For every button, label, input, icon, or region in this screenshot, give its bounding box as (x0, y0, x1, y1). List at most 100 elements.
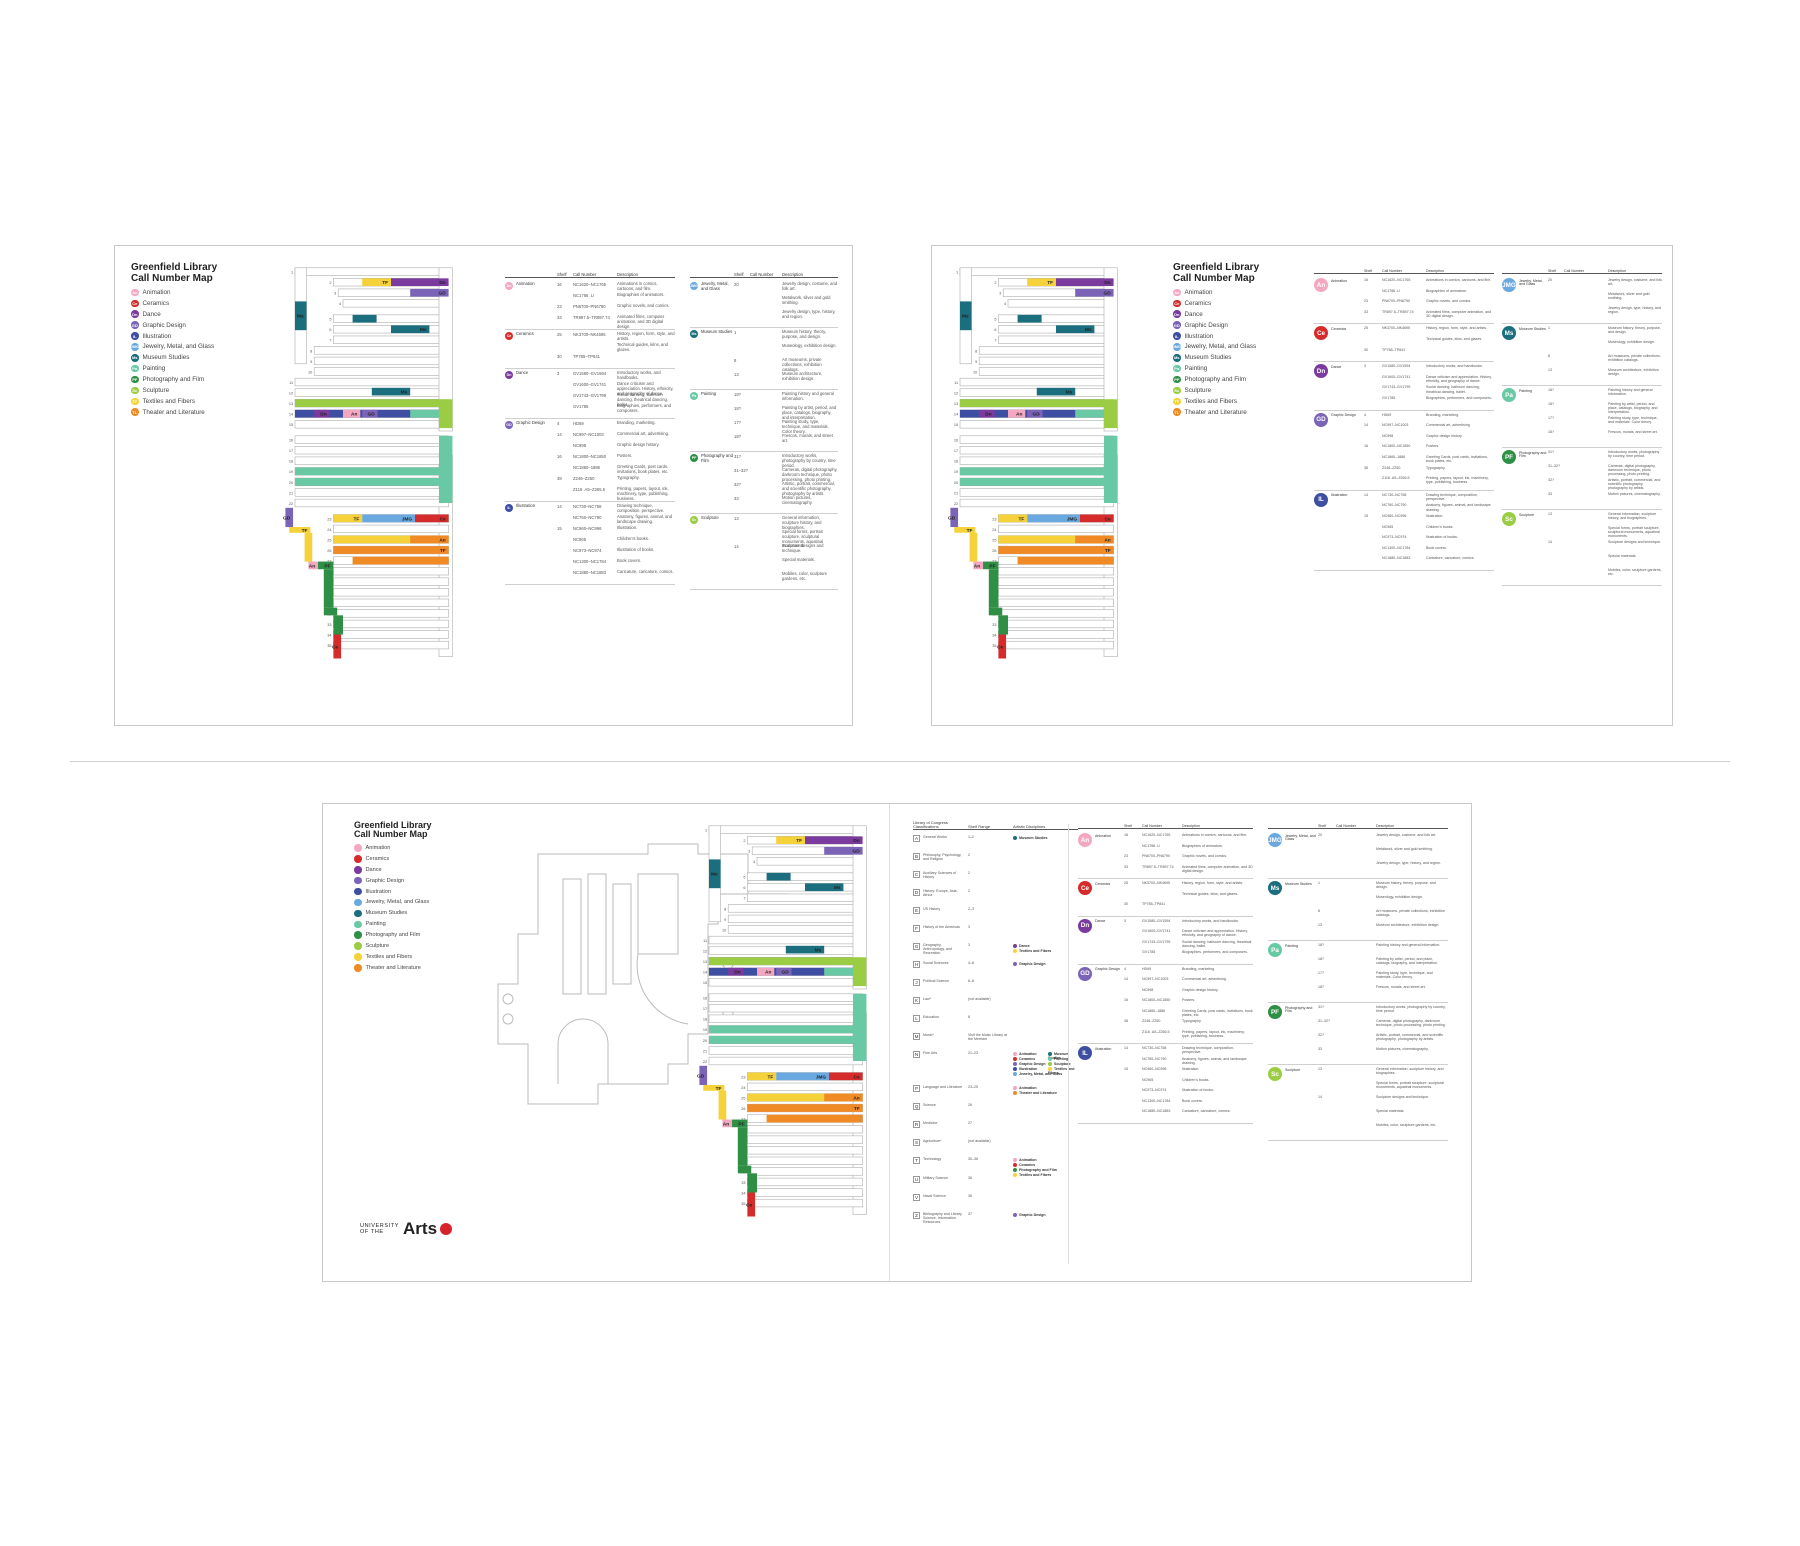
row-shelf: 16 (557, 282, 562, 287)
shelf-number: 33 (327, 623, 331, 627)
legend-label: Photography and Film (1184, 376, 1247, 384)
row-call-number: GV1580–GV1594 (573, 371, 607, 376)
row-call-number: NC1300–NC1784 (1142, 1098, 1171, 1103)
shelf-segment-gd (1075, 288, 1114, 297)
shelf-segment-ms (1055, 325, 1095, 334)
tag-label: Textiles and Fibers (1019, 949, 1052, 953)
row-description: Illustration of books. (617, 547, 655, 552)
header-call-number: Call Number (1382, 269, 1402, 273)
legend-label: Theater and Literature (1184, 408, 1247, 416)
shelf-segment-gd (950, 507, 959, 527)
shelf (959, 498, 1114, 508)
tag-dot-icon (1013, 1062, 1017, 1067)
shelf-segment-pa (438, 454, 453, 503)
shelf-number: 23 (992, 517, 996, 521)
lcc-letter: Z (913, 1212, 920, 1219)
legend-badge-icon: TF (1173, 397, 1181, 406)
shelf-label-ce: Ce (1105, 516, 1111, 522)
shelf-segment-tl (1075, 535, 1114, 544)
shelf (708, 825, 863, 834)
legend-item-il: IL Illustration (1173, 331, 1256, 342)
row-call-number: HD69 (1382, 412, 1392, 417)
shelf (747, 1082, 863, 1092)
shelf (1007, 299, 1114, 308)
row-description: Painting study, type, technique, and mat… (782, 419, 829, 434)
row-shelf: 17? (734, 420, 741, 425)
lcc-range: (not available) (968, 997, 991, 1001)
group-badge-icon: Pa (690, 392, 698, 400)
shelf-label-tl: An (1104, 537, 1110, 543)
lcc-tag: Museum Studies (1013, 836, 1048, 841)
lcc-range: 36 (968, 1176, 972, 1180)
group-name: Ceramics (516, 331, 534, 336)
header-shelf: Shelf (1124, 824, 1133, 828)
map-title: Greenfield Library Call Number Map (354, 820, 432, 840)
row-description: Commercial art, advertising. (1182, 977, 1227, 981)
shelf-number: 35 (992, 644, 996, 648)
lcc-letter: T (913, 1157, 920, 1164)
row-description: Motion pictures, cinematography. (782, 495, 813, 505)
group-name: Animation (1095, 833, 1111, 838)
row-shelf: 4 (1364, 412, 1366, 417)
shelf-label-gd: GD (1104, 291, 1112, 297)
legend-label: Photography and Film (142, 376, 205, 384)
tag-label: Theater and Literature (1019, 1091, 1057, 1095)
lcc-range: 37 (968, 1212, 972, 1216)
shelf (342, 299, 449, 308)
row-description: Frescos, murals, and street art. (1376, 985, 1426, 989)
group-badge-icon: IL (505, 504, 513, 512)
shelf (708, 935, 863, 945)
shelf-label-ms: Ms (1066, 390, 1073, 396)
shelf-segment-pa (852, 1012, 867, 1061)
shelf-segment-pf (323, 607, 338, 616)
lcc-name: Fine Arts (923, 1051, 938, 1055)
group-name: Jewelry, Metal, and Glass (1285, 833, 1316, 842)
table-header: Shelf Call Number Description (1268, 821, 1448, 829)
row-shelf: 25 (557, 332, 562, 337)
lcc-tag: Textiles and Fibers (1013, 1173, 1051, 1178)
lcc-range: Visit the Music Library at the Merriam (968, 1033, 1008, 1041)
shelf-segment-ms (390, 325, 430, 334)
row-description: Printing, papers, layout, ink, machinery… (617, 486, 669, 501)
shelf-number: 12 (289, 392, 293, 396)
shelf-segment-ms (371, 387, 411, 396)
group-badge-icon: GD (505, 421, 513, 429)
shelf-number: 12 (703, 950, 707, 954)
row-shelf: 30 (1364, 347, 1368, 352)
shelf (313, 367, 449, 376)
lcc-name: Science (923, 1103, 936, 1107)
row-description: Biographies, performers, and composers. (1426, 395, 1492, 400)
shelf-segment-pf (747, 1173, 757, 1193)
table-group-gd: GD Graphic Design 4 HD69 Branding, marketing… (1078, 965, 1253, 1044)
row-call-number: NC1860–1886 (1382, 454, 1406, 459)
row-description: Graphic design history. (617, 442, 660, 447)
group-badge-icon: JMG (1268, 833, 1282, 847)
shelf-number: 14 (954, 413, 959, 417)
table-group-ce: Ce Ceramics 25 NK3700–NK4695 History, region… (505, 330, 675, 369)
lcc-tag: Museum Studies (1048, 1052, 1078, 1060)
row-call-number: NC1800–NC1850 (573, 454, 607, 459)
tag-label: Graphic Design (1019, 962, 1046, 966)
group-badge-icon: JMG (1502, 278, 1516, 292)
row-call-number: NC760–NC790 (1382, 503, 1407, 508)
group-name: Sculpture (1519, 512, 1535, 517)
shelf-number: 21 (289, 491, 293, 495)
legend-badge-icon: JMG (130, 343, 140, 351)
shelf-segment-dn (314, 409, 330, 418)
shelf-segment-tl (410, 535, 449, 544)
row-description: General information, sculpture history, … (1608, 512, 1657, 521)
lcc-letter: H (913, 961, 920, 968)
row-shelf: 23 (1364, 299, 1368, 304)
row-shelf: 15 (557, 526, 562, 531)
shelf-number: 22 (954, 502, 958, 506)
row-description: Cameras, digital photography, darkroom t… (782, 467, 838, 482)
row-description: Graphic novels, and comics. (1182, 854, 1228, 858)
shelf-segment-tf (954, 526, 976, 533)
lcc-range: 6–8 (968, 979, 974, 983)
legend-badge-icon: GD (131, 321, 139, 329)
row-call-number: NC960–NC996 (1382, 513, 1407, 518)
row-description: Special materials. (1376, 1109, 1405, 1113)
row-shelf: 32? (1318, 1033, 1324, 1037)
group-name: Illustration (516, 503, 536, 508)
shelf-label-tl: An (853, 1095, 859, 1101)
